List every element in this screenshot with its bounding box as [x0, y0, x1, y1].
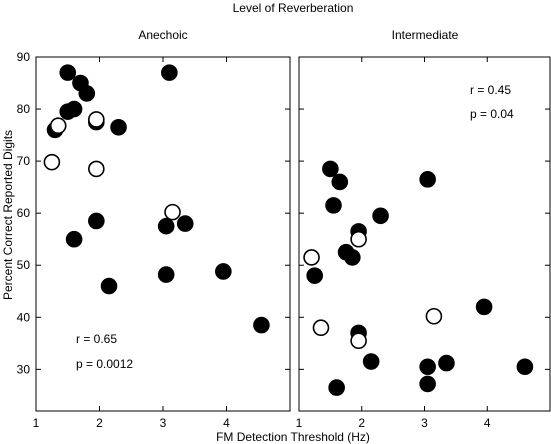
stat-r-anechoic: r = 0.65: [76, 332, 117, 346]
x-tick-label-anechoic: 2: [96, 416, 103, 430]
open-point-intermediate: [350, 332, 367, 350]
filled-point-intermediate: [372, 207, 389, 225]
filled-point-intermediate: [331, 173, 349, 191]
figure-title: Level of Reverberation: [233, 1, 354, 15]
panel-title-anechoic: Anechoic: [138, 28, 187, 42]
x-tick-label-anechoic: 4: [223, 416, 230, 430]
x-tick-label-intermediate: 4: [484, 416, 491, 430]
ticks-intermediate: 1 2 3 4: [296, 56, 550, 430]
y-axis-label: Percent Correct Reported Digits: [1, 130, 15, 300]
filled-point-intermediate: [419, 171, 436, 188]
filled-point-intermediate: [325, 197, 342, 214]
open-point-anechoic: [88, 111, 105, 128]
panel-intermediate: Intermediate 1 2 3 4 r = 0.45 p = 0.04: [296, 28, 551, 430]
y-tick-label: 30: [17, 362, 31, 376]
y-tick-label: 70: [17, 154, 31, 168]
y-tick-label: 40: [17, 310, 31, 324]
x-tick-label-anechoic: 3: [160, 416, 167, 430]
open-point-anechoic: [164, 203, 181, 221]
filled-point-intermediate: [419, 375, 436, 393]
filled-point-intermediate: [438, 354, 455, 372]
filled-point-anechoic: [215, 263, 232, 280]
x-tick-label-anechoic: 1: [33, 416, 40, 430]
x-tick-label-intermediate: 3: [421, 416, 428, 430]
filled-point-intermediate: [475, 298, 493, 316]
filled-point-anechoic: [161, 64, 178, 81]
filled-point-intermediate: [419, 358, 436, 376]
filled-point-intermediate: [344, 249, 361, 266]
stat-p-intermediate: p = 0.04: [470, 107, 514, 121]
y-tick-label: 60: [17, 206, 31, 220]
filled-point-anechoic: [176, 215, 194, 232]
y-tick-label: 80: [17, 102, 31, 116]
filled-point-anechoic: [253, 316, 270, 334]
filled-point-anechoic: [157, 266, 175, 283]
open-point-intermediate: [350, 230, 367, 248]
filled-point-anechoic: [65, 100, 83, 118]
y-tick-label: 50: [17, 258, 31, 272]
panel-title-intermediate: Intermediate: [392, 28, 459, 42]
panel-anechoic: Anechoic 1 2 3 4 30 40 50 60 70 80 90 r = 0.65 p =…: [17, 28, 291, 430]
points-intermediate: [303, 160, 534, 396]
stat-p-anechoic: p = 0.0012: [76, 357, 133, 371]
filled-point-anechoic: [88, 212, 105, 230]
ticks-anechoic: 1 2 3 4 30 40 50 60 70 80 90: [17, 50, 290, 430]
filled-point-anechoic: [65, 230, 83, 248]
filled-point-anechoic: [110, 118, 127, 136]
x-axis-label: FM Detection Threshold (Hz): [216, 430, 370, 444]
open-point-anechoic: [88, 160, 105, 178]
filled-point-anechoic: [59, 64, 77, 81]
x-tick-label-intermediate: 2: [358, 416, 365, 430]
filled-point-intermediate: [362, 353, 380, 370]
filled-point-anechoic: [157, 217, 175, 235]
stat-r-intermediate: r = 0.45: [470, 83, 511, 97]
filled-point-anechoic: [78, 85, 96, 102]
open-point-intermediate: [425, 307, 443, 325]
open-point-intermediate: [303, 249, 320, 266]
open-point-intermediate: [312, 319, 330, 337]
filled-point-intermediate: [516, 358, 534, 376]
y-tick-label: 90: [17, 50, 31, 64]
points-anechoic: [43, 64, 270, 334]
x-tick-label-intermediate: 1: [296, 416, 303, 430]
filled-point-intermediate: [328, 379, 345, 396]
filled-point-intermediate: [306, 267, 323, 284]
open-point-anechoic: [43, 153, 61, 171]
filled-point-anechoic: [100, 277, 118, 295]
filled-point-intermediate: [322, 160, 339, 178]
open-point-anechoic: [49, 117, 67, 135]
